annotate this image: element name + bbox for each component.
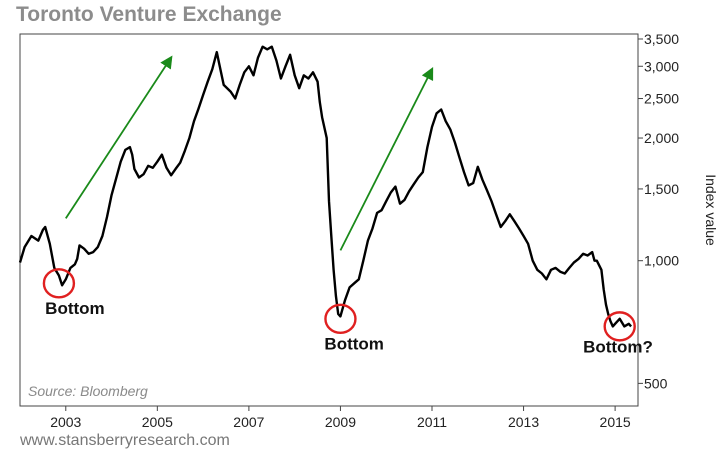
y-tick-label: 3,000 — [644, 58, 679, 74]
source-label: Source: Bloomberg — [28, 383, 148, 399]
y-tick-label: 500 — [644, 375, 668, 391]
y-tick-label: 2,000 — [644, 130, 679, 146]
trend-arrow — [65, 55, 173, 219]
x-tick-label: 2013 — [508, 414, 539, 430]
trend-arrow — [339, 66, 434, 251]
bottom-annotation-label: Bottom — [45, 299, 104, 318]
y-tick-label: 3,500 — [644, 31, 679, 47]
x-tick-label: 2011 — [417, 414, 447, 430]
y-tick-label: 2,500 — [644, 91, 679, 107]
x-tick-label: 2015 — [600, 414, 631, 430]
series-line — [18, 45, 632, 328]
chart-title: Toronto Venture Exchange — [16, 3, 282, 26]
bottom-circle-marker — [603, 311, 636, 342]
x-tick-label: 2005 — [142, 414, 173, 430]
bottom-annotation-label: Bottom? — [583, 338, 653, 357]
plot-area-border — [19, 33, 639, 407]
y-tick-label: 1,500 — [644, 181, 679, 197]
bottom-annotation-label: Bottom — [324, 335, 383, 354]
website-footer: www.stansberryresearch.com — [20, 432, 230, 449]
bottom-circle-marker — [42, 268, 76, 299]
bottom-circle-marker — [324, 303, 357, 335]
y-tick-label: 1,000 — [644, 253, 679, 269]
y-axis-label: Index value — [703, 174, 719, 246]
x-tick-label: 2007 — [233, 414, 264, 430]
x-tick-label: 2009 — [325, 414, 356, 430]
x-tick-label: 2003 — [50, 414, 81, 430]
